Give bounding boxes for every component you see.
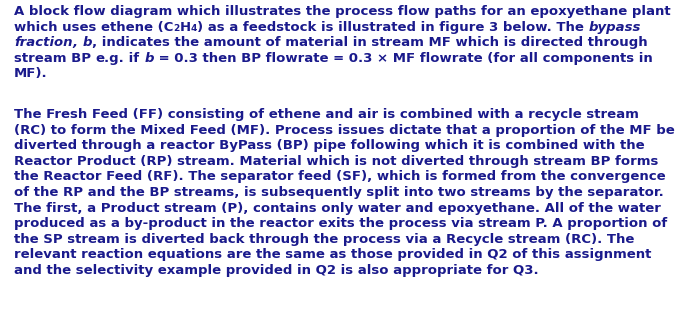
- Text: relevant reaction equations are the same as those provided in Q2 of this assignm: relevant reaction equations are the same…: [14, 248, 651, 261]
- Text: the Reactor Feed (RF). The separator feed (SF), which is formed from the converg: the Reactor Feed (RF). The separator fee…: [14, 170, 665, 183]
- Text: the SP stream is diverted back through the process via a Recycle stream (RC). Th: the SP stream is diverted back through t…: [14, 233, 634, 246]
- Text: and the selectivity example provided in Q2 is also appropriate for Q3.: and the selectivity example provided in …: [14, 264, 539, 277]
- Text: ) as a feedstock is illustrated in figure 3 below. The: ) as a feedstock is illustrated in figur…: [197, 21, 588, 34]
- Text: 4: 4: [191, 24, 197, 33]
- Text: , indicates the amount of material in stream MF which is directed through: , indicates the amount of material in st…: [91, 36, 647, 49]
- Text: diverted through a reactor ByPass (BP) pipe following which it is combined with : diverted through a reactor ByPass (BP) p…: [14, 139, 645, 152]
- Text: ,: ,: [72, 36, 82, 49]
- Text: stream BP: stream BP: [14, 52, 95, 65]
- Text: MF).: MF).: [14, 67, 47, 80]
- Text: bypass: bypass: [588, 21, 641, 34]
- Text: H: H: [179, 21, 191, 34]
- Text: produced as a by-product in the reactor exits the process via stream P. A propor: produced as a by-product in the reactor …: [14, 217, 668, 230]
- Text: The Fresh Feed (FF) consisting of ethene and air is combined with a recycle stre: The Fresh Feed (FF) consisting of ethene…: [14, 108, 639, 121]
- Text: 2: 2: [173, 24, 179, 33]
- Text: = 0.3 then BP flowrate = 0.3 × MF flowrate (for all components in: = 0.3 then BP flowrate = 0.3 × MF flowra…: [154, 52, 653, 65]
- Text: e.g.: e.g.: [95, 52, 125, 65]
- Text: The first, a Product stream (P), contains only water and epoxyethane. All of the: The first, a Product stream (P), contain…: [14, 201, 661, 214]
- Text: if: if: [125, 52, 144, 65]
- Text: which uses ethene (C: which uses ethene (C: [14, 21, 173, 34]
- Text: b: b: [144, 52, 154, 65]
- Text: A block flow diagram which illustrates the process flow paths for an epoxyethane: A block flow diagram which illustrates t…: [14, 5, 671, 18]
- Text: Reactor Product (RP) stream. Material which is not diverted through stream BP fo: Reactor Product (RP) stream. Material wh…: [14, 155, 658, 168]
- Text: fraction: fraction: [14, 36, 72, 49]
- Text: (RC) to form the Mixed Feed (MF). Process issues dictate that a proportion of th: (RC) to form the Mixed Feed (MF). Proces…: [14, 124, 675, 137]
- Text: b: b: [82, 36, 91, 49]
- Text: of the RP and the BP streams, is subsequently split into two streams by the sepa: of the RP and the BP streams, is subsequ…: [14, 186, 663, 199]
